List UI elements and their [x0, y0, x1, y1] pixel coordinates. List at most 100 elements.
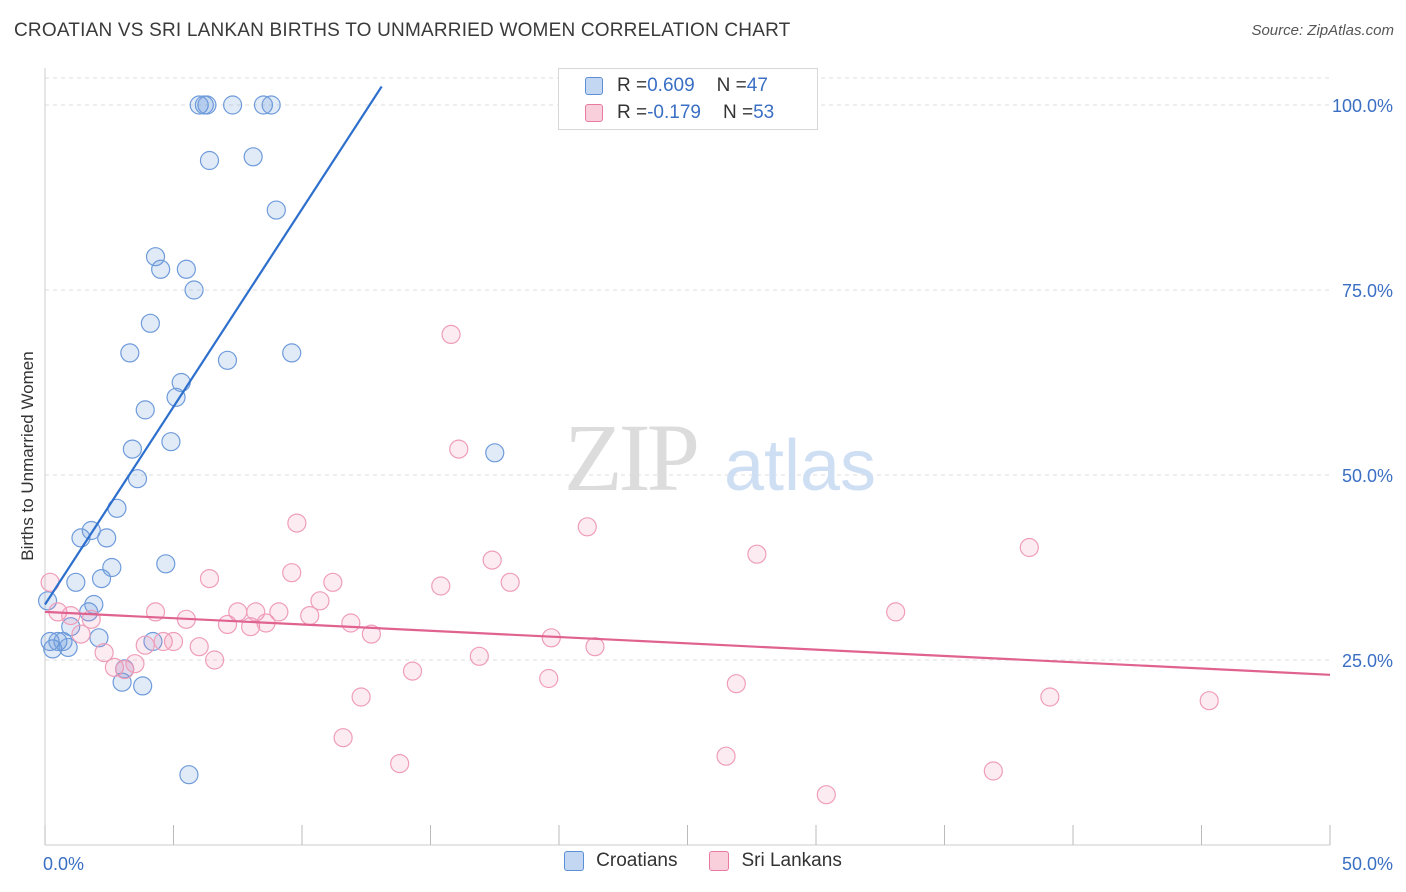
sri-lankan-point-51 — [1040, 687, 1060, 707]
croatian-point-22 — [133, 676, 153, 696]
watermark-zip: ZIP — [564, 404, 697, 511]
croatian-point-7 — [66, 572, 86, 592]
sri-lankan-point-48 — [886, 602, 906, 622]
legend-row-sri-lankans: R = -0.179 N = 53 — [585, 100, 774, 126]
sri-lankan-point-22 — [269, 602, 289, 622]
sri-lankans-r-label: R = — [617, 102, 648, 123]
axes — [44, 68, 1331, 846]
croatian-point-5 — [58, 637, 78, 658]
croatian-point-31 — [171, 372, 191, 393]
x-tick-label-max: 50.0% — [1342, 854, 1393, 874]
sri-lankan-point-7 — [115, 660, 135, 680]
croatian-point-37 — [199, 150, 220, 171]
croatian-point-29 — [161, 432, 181, 452]
trend-lines — [44, 85, 1331, 676]
sri-lankans-legend-label: Sri Lankans — [741, 850, 842, 871]
croatian-point-24 — [140, 313, 160, 333]
sri-lankan-point-15 — [199, 568, 220, 589]
sri-lankan-point-27 — [323, 572, 343, 592]
sri-lankan-point-33 — [402, 661, 423, 681]
sri-lankan-point-30 — [333, 728, 353, 748]
croatians-n-label: N = — [716, 75, 747, 96]
sri-lankan-point-39 — [500, 572, 520, 592]
watermark-atlas: atlas — [724, 426, 876, 506]
croatian-point-42 — [261, 95, 281, 115]
sri-lankan-point-5 — [94, 642, 114, 663]
sri-lankan-point-9 — [135, 635, 155, 655]
sri-lankans-swatch — [585, 104, 603, 122]
sri-lankan-point-50 — [1019, 537, 1039, 558]
croatians-n-value: 47 — [746, 75, 768, 96]
sri-lankan-point-49 — [983, 761, 1003, 781]
croatian-point-39 — [223, 95, 243, 115]
croatian-point-43 — [266, 200, 286, 220]
sri-lankans-r-value: -0.179 — [647, 102, 701, 123]
croatians-points — [37, 95, 505, 785]
sri-lankan-point-2 — [61, 605, 81, 626]
gridlines — [45, 77, 1330, 661]
legend-item-croatians[interactable]: Croatians — [564, 850, 677, 872]
sri-lankan-point-28 — [341, 613, 361, 633]
sri-lankan-point-45 — [726, 674, 746, 694]
croatian-point-38 — [217, 350, 238, 370]
croatian-point-32 — [176, 259, 196, 279]
croatian-point-23 — [135, 400, 155, 420]
sri-lankan-point-47 — [816, 785, 836, 805]
croatian-point-35 — [189, 95, 209, 115]
sri-lankans-trend-line — [44, 610, 1331, 676]
croatian-point-6 — [61, 617, 81, 637]
stats-legend: R = 0.609 N = 47 R = -0.179 N = 53 — [558, 68, 818, 130]
watermark: ZIP atlas — [564, 404, 876, 511]
sri-lankan-point-44 — [716, 746, 736, 766]
sri-lankan-point-34 — [431, 576, 451, 596]
sri-lankans-legend-swatch — [709, 851, 730, 871]
sri-lankan-point-14 — [189, 637, 209, 657]
croatians-r-label: R = — [617, 75, 648, 96]
x-tick-label-min: 0.0% — [43, 854, 84, 874]
y-tick-label-3: 100.0% — [1332, 96, 1393, 116]
croatian-point-12 — [89, 628, 109, 648]
sri-lankan-point-24 — [287, 513, 307, 533]
croatian-point-30 — [166, 387, 186, 407]
source-credit: Source: ZipAtlas.com — [1251, 22, 1394, 39]
sri-lankan-point-18 — [228, 602, 248, 622]
legend-item-sri-lankans[interactable]: Sri Lankans — [709, 850, 842, 872]
croatians-legend-label: Croatians — [596, 850, 678, 871]
sri-lankan-point-38 — [482, 550, 502, 570]
series-legend: Croatians Sri Lankans — [0, 850, 1406, 872]
croatian-point-27 — [151, 259, 171, 279]
sri-lankan-point-16 — [205, 650, 225, 670]
croatian-point-34 — [184, 280, 204, 300]
sri-lankan-point-3 — [71, 624, 91, 644]
croatian-point-21 — [127, 469, 148, 489]
sri-lankan-point-36 — [449, 439, 469, 459]
sri-lankan-point-29 — [351, 687, 371, 707]
sri-lankan-point-32 — [390, 753, 410, 774]
sri-lankan-point-52 — [1199, 691, 1219, 711]
croatian-point-46 — [197, 95, 217, 115]
chart-title: CROATIAN VS SRI LANKAN BIRTHS TO UNMARRI… — [14, 20, 791, 41]
croatian-point-4 — [53, 631, 73, 652]
sri-lankan-point-8 — [125, 654, 145, 674]
croatian-point-45 — [485, 443, 505, 463]
y-tick-label-1: 50.0% — [1342, 466, 1393, 486]
y-tick-label-2: 75.0% — [1342, 281, 1393, 301]
croatian-point-19 — [120, 343, 140, 363]
sri-lankan-point-12 — [163, 631, 184, 652]
croatian-point-15 — [102, 557, 122, 578]
croatian-point-3 — [48, 631, 68, 652]
sri-lankan-point-40 — [539, 668, 559, 689]
croatians-legend-swatch — [564, 851, 585, 871]
croatian-point-14 — [97, 528, 117, 548]
sri-lankan-point-37 — [469, 646, 489, 666]
croatian-point-41 — [253, 95, 274, 115]
sri-lankan-point-43 — [585, 637, 605, 657]
croatian-point-40 — [243, 147, 263, 167]
croatians-swatch — [585, 77, 603, 95]
croatian-point-20 — [122, 439, 142, 459]
sri-lankan-point-31 — [361, 624, 381, 644]
sri-lankans-n-label: N = — [722, 102, 754, 123]
tick-labels: 25.0% 50.0% 75.0% 100.0% 0.0% 50.0% — [43, 96, 1393, 874]
sri-lankan-point-26 — [310, 591, 330, 611]
